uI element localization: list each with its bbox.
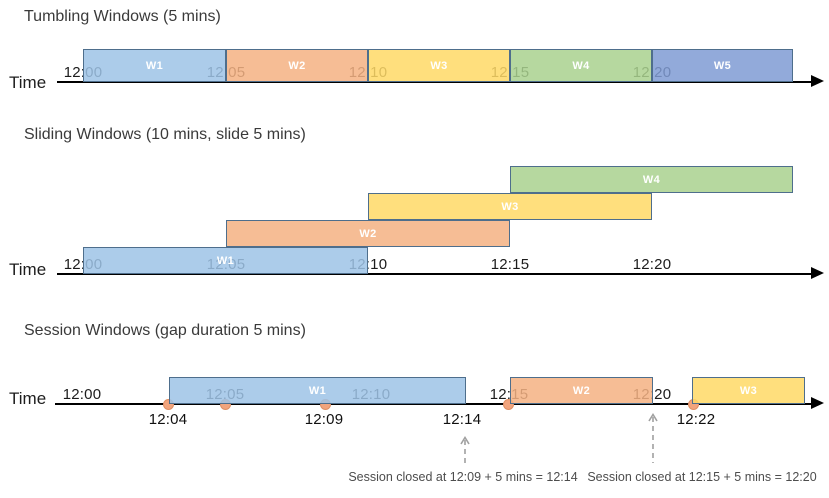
event-time-label: 12:14 <box>442 411 482 428</box>
time-axis-line <box>55 403 814 405</box>
session-closed-annotation: Session closed at 12:15 + 5 mins = 12:20 <box>587 470 817 484</box>
window-w5: W5 <box>652 49 793 82</box>
time-axis-line <box>57 273 814 275</box>
time-axis-label: Time <box>9 260 47 279</box>
window-label: W3 <box>501 200 519 213</box>
dashed-up-arrow-icon <box>648 412 658 463</box>
event-time-label: 12:09 <box>304 411 344 428</box>
window-label: W2 <box>572 384 591 397</box>
event-time-label: 12:22 <box>676 411 716 428</box>
window-label: W3 <box>430 59 448 72</box>
window-w1: W1 <box>83 247 368 274</box>
window-label: W1 <box>216 254 235 267</box>
dashed-up-arrow-icon <box>460 435 470 466</box>
time-axis-arrowhead-icon <box>811 397 824 409</box>
tumbling-windows-title: Tumbling Windows (5 mins) <box>24 8 221 25</box>
window-w4: W4 <box>510 166 793 193</box>
tick-label: 12:20 <box>632 256 672 273</box>
time-axis-label: Time <box>9 389 47 408</box>
window-label: W1 <box>145 59 164 72</box>
time-axis-arrowhead-icon <box>811 267 824 279</box>
window-label: W2 <box>359 227 377 240</box>
time-axis-line <box>57 81 814 83</box>
window-w3: W3 <box>368 49 510 82</box>
window-label: W5 <box>713 59 732 72</box>
window-w1: W1 <box>83 49 226 82</box>
window-w2: W2 <box>226 220 510 247</box>
time-axis-label: Time <box>9 73 47 92</box>
event-dot <box>162 398 174 410</box>
tick-label: 12:00 <box>62 386 102 403</box>
event-time-label: 12:04 <box>148 411 188 428</box>
window-w2: W2 <box>510 377 653 404</box>
sliding-windows-title: Sliding Windows (10 mins, slide 5 mins) <box>24 126 306 143</box>
event-dot <box>502 398 514 410</box>
window-w2: W2 <box>226 49 368 82</box>
session-closed-annotation: Session closed at 12:09 + 5 mins = 12:14 <box>348 470 578 484</box>
session-windows-title: Session Windows (gap duration 5 mins) <box>24 322 306 339</box>
window-label: W1 <box>308 384 327 397</box>
window-w1: W1 <box>169 377 466 404</box>
window-label: W4 <box>642 173 661 186</box>
window-label: W2 <box>288 59 306 72</box>
window-label: W3 <box>739 384 758 397</box>
window-label: W4 <box>572 59 590 72</box>
time-axis-arrowhead-icon <box>811 75 824 87</box>
window-w3: W3 <box>692 377 805 404</box>
window-w4: W4 <box>510 49 652 82</box>
tick-label: 12:15 <box>490 256 530 273</box>
window-w3: W3 <box>368 193 652 220</box>
